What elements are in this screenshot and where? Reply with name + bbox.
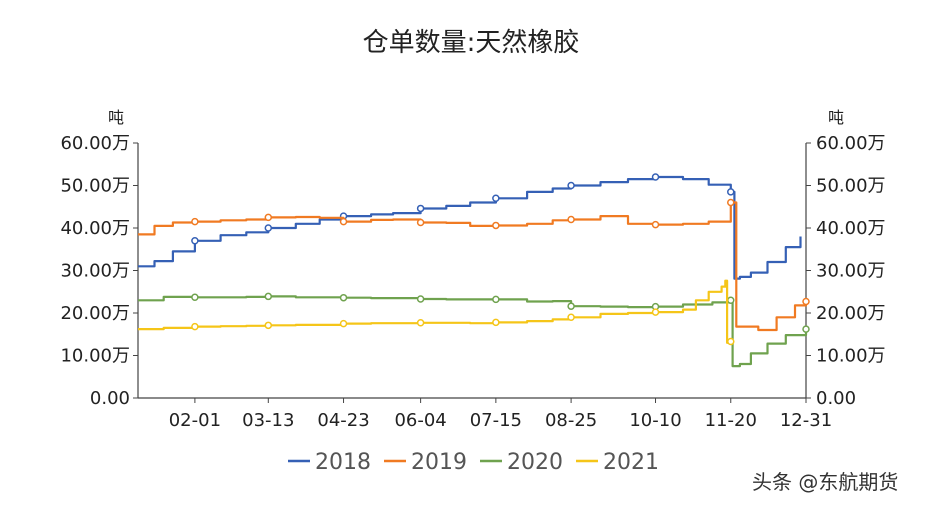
- x-tick-label: 06-04: [394, 410, 446, 431]
- x-tick-label: 02-01: [169, 410, 221, 431]
- y-tick-label-left: 10.00万: [60, 346, 130, 367]
- series-marker-2021: [191, 322, 199, 331]
- y-unit-left: 吨: [108, 108, 124, 127]
- x-tick-label: 03-13: [242, 410, 294, 431]
- series-marker-2019: [651, 220, 660, 229]
- x-tick-label: 10-10: [629, 410, 681, 431]
- x-tick-label: 12-31: [780, 410, 832, 431]
- axes: 吨 吨 0.00 0.00 10.00万 10.00万 20.00万 20.00万 30.00万…: [60, 108, 885, 431]
- y-tick-label-left: 60.00万: [60, 133, 130, 154]
- series-marker-2018: [567, 181, 575, 190]
- series-marker-2020: [339, 293, 348, 302]
- y-unit-right: 吨: [828, 108, 844, 127]
- series-marker-2019: [264, 213, 273, 222]
- series-marker-2018: [191, 237, 199, 245]
- series-line-2018: [138, 175, 802, 280]
- series-marker-2020: [727, 296, 735, 304]
- series-marker-2021: [651, 308, 660, 316]
- series-marker-2020: [264, 292, 273, 301]
- y-tick-label-right: 10.00万: [816, 346, 886, 367]
- series-line-2020: [138, 295, 808, 368]
- series-lines: [138, 173, 810, 368]
- y-tick-label-right: 50.00万: [816, 176, 886, 197]
- series-marker-2021: [492, 318, 500, 327]
- series-marker-2019: [339, 217, 348, 226]
- series-marker-2020: [802, 325, 810, 333]
- series-marker-2018: [727, 188, 735, 196]
- x-tick-label: 07-15: [470, 410, 522, 431]
- y-tick-label-left: 40.00万: [60, 218, 130, 239]
- series-marker-2021: [727, 337, 735, 346]
- x-tick-label: 04-23: [317, 410, 369, 431]
- watermark-text: 头条 @东航期货: [752, 470, 899, 494]
- series-marker-2020: [191, 293, 199, 302]
- series-marker-2018: [264, 224, 273, 232]
- legend-label-2019: 2019: [411, 450, 467, 475]
- series-marker-2019: [416, 218, 425, 227]
- series-marker-2019: [727, 198, 735, 207]
- chart-title: 仓单数量:天然橡胶: [362, 28, 580, 58]
- series-marker-2021: [264, 321, 273, 330]
- series-marker-2019: [802, 297, 810, 306]
- series-marker-2019: [567, 215, 575, 224]
- series-marker-2018: [416, 204, 425, 213]
- series-marker-2020: [567, 302, 575, 310]
- y-tick-label-right: 20.00万: [816, 303, 886, 324]
- series-marker-2020: [416, 295, 425, 303]
- x-tick-label: 11-20: [705, 410, 757, 431]
- series-line-2019: [138, 201, 808, 332]
- y-tick-label-right: 0.00: [816, 388, 856, 409]
- y-tick-label-left: 50.00万: [60, 176, 130, 197]
- legend: 2018 2019 2020 2021: [288, 450, 659, 475]
- y-tick-label-left: 20.00万: [60, 303, 130, 324]
- x-tick-label: 08-25: [545, 410, 597, 431]
- series-marker-2018: [651, 173, 660, 181]
- series-marker-2020: [492, 295, 500, 304]
- series-marker-2021: [416, 319, 425, 327]
- y-tick-label-left: 30.00万: [60, 261, 130, 282]
- y-tick-label-right: 40.00万: [816, 218, 886, 239]
- legend-label-2018: 2018: [315, 450, 371, 475]
- legend-label-2020: 2020: [507, 450, 563, 475]
- legend-label-2021: 2021: [603, 450, 659, 475]
- y-tick-label-right: 60.00万: [816, 133, 886, 154]
- series-marker-2019: [492, 221, 500, 230]
- series-marker-2021: [339, 319, 348, 328]
- y-tick-label-right: 30.00万: [816, 261, 886, 282]
- series-marker-2021: [567, 313, 575, 321]
- series-marker-2019: [191, 217, 199, 226]
- series-marker-2018: [492, 194, 500, 202]
- series-line-2021: [138, 279, 732, 344]
- y-tick-label-left: 0.00: [90, 388, 130, 409]
